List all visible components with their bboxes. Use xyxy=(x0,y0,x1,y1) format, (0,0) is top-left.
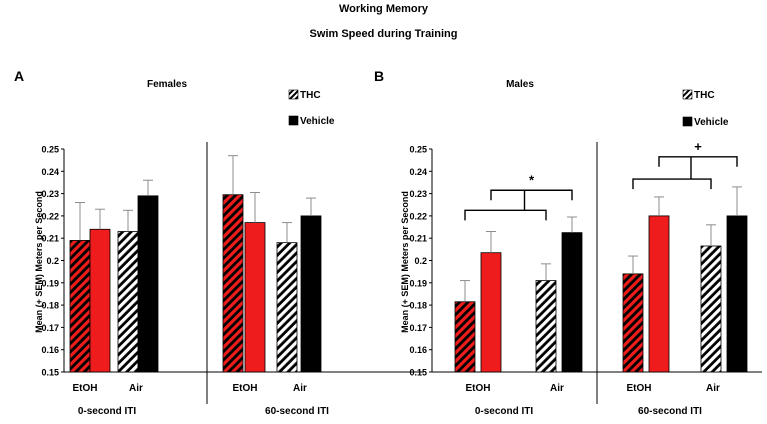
figure-title: Working Memory xyxy=(338,3,429,15)
significance-marker: + xyxy=(694,139,702,154)
y-tick-label: 0.18 xyxy=(409,301,427,311)
significance-bracket xyxy=(632,178,712,190)
legend-label: Vehicle xyxy=(694,117,729,128)
bar xyxy=(69,240,91,373)
y-tick-label: 0.22 xyxy=(41,211,59,221)
bar xyxy=(454,301,476,373)
legend-label: THC xyxy=(694,90,715,101)
significance-bracket xyxy=(464,209,547,221)
y-tick-label: 0.15 xyxy=(41,368,59,378)
panel-title: Females xyxy=(147,79,187,90)
x-group-label: 0-second ITI xyxy=(475,406,534,417)
y-tick-label: 0.21 xyxy=(409,234,427,244)
bar xyxy=(700,245,722,373)
y-tick-label: 0.16 xyxy=(409,345,427,355)
y-tick-label: 0.17 xyxy=(41,323,59,333)
bar xyxy=(276,242,298,373)
bar xyxy=(117,231,139,373)
x-group-label: 60-second ITI xyxy=(638,406,702,417)
x-category-label: EtOH xyxy=(233,383,258,394)
y-tick-label: 0.19 xyxy=(41,278,59,288)
x-group-label: 60-second ITI xyxy=(265,406,329,417)
y-axis-label: Mean (+ SEM) Meters per Second xyxy=(34,191,44,333)
bar xyxy=(89,228,111,373)
x-group-label: 0-second ITI xyxy=(78,406,137,417)
bar xyxy=(648,215,670,373)
legend-label: Vehicle xyxy=(300,116,335,127)
significance-bracket xyxy=(658,156,738,167)
x-category-label: EtOH xyxy=(466,383,491,394)
x-category-label: Air xyxy=(550,383,564,394)
bar xyxy=(480,252,502,373)
legend-swatch xyxy=(682,89,693,100)
y-tick-label: 0.19 xyxy=(409,278,427,288)
y-tick-label: 0.2 xyxy=(46,256,59,266)
y-tick-label: 0.23 xyxy=(409,189,427,199)
panel-letter: B xyxy=(374,68,384,84)
bar xyxy=(300,215,322,373)
bar xyxy=(535,280,557,373)
y-tick-label: 0.21 xyxy=(41,234,59,244)
legend-swatch xyxy=(288,115,299,126)
significance-bracket xyxy=(490,189,573,201)
y-tick-label: 0.25 xyxy=(409,145,427,155)
y-tick-label: 0.23 xyxy=(41,189,59,199)
bar xyxy=(137,195,159,373)
y-tick-label: 0.18 xyxy=(41,301,59,311)
y-tick-label: 0.2 xyxy=(414,256,427,266)
legend-label: THC xyxy=(300,90,321,101)
legend-swatch xyxy=(682,116,693,127)
x-category-label: Air xyxy=(706,383,720,394)
x-category-label: Air xyxy=(293,383,307,394)
bar xyxy=(622,273,644,373)
x-category-label: EtOH xyxy=(627,383,652,394)
panel-letter: A xyxy=(14,68,24,84)
y-tick-label: 0.25 xyxy=(41,145,59,155)
panel-title: Males xyxy=(506,79,534,90)
figure-subtitle: Swim Speed during Training xyxy=(309,28,458,40)
bar xyxy=(726,215,748,373)
legend-swatch xyxy=(288,89,299,100)
y-axis-label: Mean (+ SEM) Meters per Second xyxy=(400,191,410,333)
y-tick-label: 0.16 xyxy=(41,345,59,355)
bar xyxy=(561,232,583,373)
y-tick-label: 0.22 xyxy=(409,211,427,221)
y-tick-label: 0.17 xyxy=(409,323,427,333)
y-tick-label: 0.24 xyxy=(409,167,427,177)
y-tick-label: 0.15 xyxy=(409,368,427,378)
bar xyxy=(244,222,266,373)
y-tick-label: 0.24 xyxy=(41,167,59,177)
x-category-label: Air xyxy=(129,383,143,394)
significance-marker: * xyxy=(529,172,535,187)
x-category-label: EtOH xyxy=(73,383,98,394)
bar xyxy=(222,194,244,373)
